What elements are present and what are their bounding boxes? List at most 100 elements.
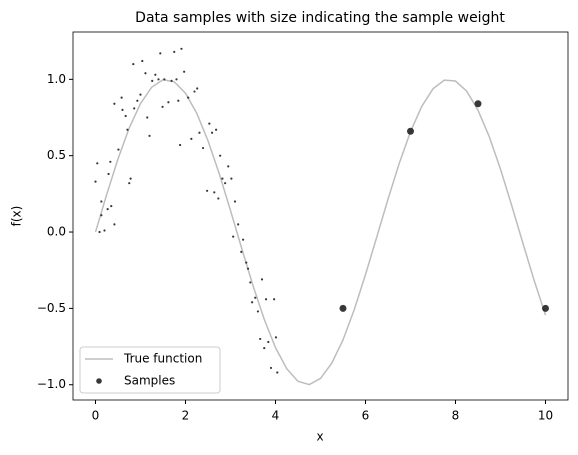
point (109, 160, 112, 163)
point (237, 223, 240, 226)
point (124, 114, 127, 118)
point (157, 78, 160, 81)
point (136, 99, 139, 102)
point (233, 200, 237, 203)
point (198, 131, 201, 134)
y-tick-label: 0.0 (47, 225, 66, 239)
point (219, 154, 222, 157)
point (215, 128, 218, 131)
point (542, 304, 549, 312)
point (260, 278, 264, 281)
point (179, 143, 182, 147)
point (276, 371, 279, 374)
point (240, 250, 243, 253)
point (208, 122, 211, 125)
point (96, 162, 99, 165)
y-tick-label: 1.0 (47, 72, 66, 86)
x-tick-label: 6 (362, 409, 370, 423)
point (163, 78, 166, 81)
point (139, 93, 142, 96)
point (133, 107, 136, 110)
point (100, 200, 103, 203)
point (221, 177, 224, 180)
y-axis-label: f(x) (10, 206, 24, 227)
point (151, 79, 154, 82)
line (94, 79, 547, 386)
point (230, 177, 233, 180)
point (144, 72, 147, 75)
point (129, 177, 132, 180)
x-tick-label: 2 (182, 409, 190, 423)
point (213, 191, 216, 194)
x-tick-label: 0 (92, 409, 100, 423)
point (196, 87, 199, 90)
point (245, 261, 248, 264)
point (121, 108, 124, 111)
point (264, 298, 268, 301)
point (251, 301, 254, 304)
point (269, 366, 273, 370)
legend-label: True function (123, 352, 202, 366)
point (126, 128, 129, 131)
legend-label: Samples (124, 374, 175, 388)
x-tick-label: 8 (452, 409, 460, 423)
point (246, 267, 250, 270)
point (227, 165, 230, 168)
point (173, 50, 176, 53)
x-tick-label: 4 (272, 409, 280, 423)
point (120, 96, 123, 99)
point (474, 100, 482, 108)
chart-title: Data samples with size indicating the sa… (135, 10, 505, 26)
axes-frame (72, 31, 569, 401)
point (148, 134, 151, 137)
point (106, 208, 109, 211)
y-tick-label: −1.0 (37, 377, 66, 391)
legend-marker (96, 378, 102, 384)
point (201, 146, 205, 150)
point (180, 47, 183, 50)
point (263, 346, 266, 350)
point (267, 340, 270, 344)
point (110, 204, 113, 208)
legend-box (79, 346, 221, 394)
point (154, 73, 157, 76)
point (167, 101, 170, 104)
point (146, 116, 149, 119)
point (128, 182, 131, 185)
point (273, 298, 276, 301)
y-tick-label: 0.5 (47, 148, 66, 162)
point (98, 230, 101, 234)
point (170, 79, 173, 82)
point (175, 78, 178, 81)
point (113, 102, 116, 105)
point (190, 137, 193, 140)
point (206, 189, 209, 192)
point (132, 62, 135, 66)
point (249, 281, 252, 284)
x-tick-label: 10 (538, 409, 553, 423)
point (103, 229, 106, 232)
x-axis-label: x (316, 430, 323, 444)
point (159, 52, 162, 55)
point (274, 336, 278, 339)
point (339, 304, 347, 312)
point (177, 99, 180, 102)
point (254, 296, 257, 299)
point (210, 131, 214, 134)
point (113, 223, 116, 226)
point (242, 238, 245, 241)
point (259, 337, 262, 341)
point (193, 90, 196, 93)
point (100, 214, 103, 217)
point (94, 180, 97, 183)
point (407, 127, 414, 135)
point (232, 235, 235, 238)
point (256, 310, 260, 313)
y-tick-label: −0.5 (37, 301, 66, 315)
point (107, 172, 110, 176)
point (117, 148, 120, 151)
point (187, 96, 190, 99)
point (161, 105, 164, 108)
point (217, 197, 220, 200)
